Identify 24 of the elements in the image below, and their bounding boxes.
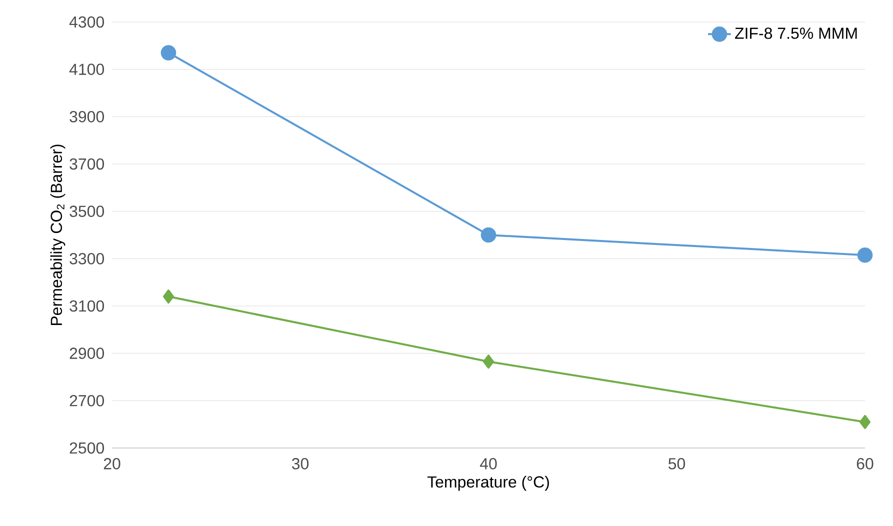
- point: [860, 414, 870, 429]
- legend-label: ZIF-8 7.5% MMM: [735, 28, 857, 39]
- x-tick-label: 20: [104, 458, 120, 470]
- y-tick-label: 2500: [70, 442, 104, 454]
- y-tick-label: 2700: [70, 395, 104, 406]
- x-tick-label: 40: [480, 458, 497, 470]
- y-tick-label: 3500: [70, 206, 104, 217]
- x-tick-label: 30: [292, 458, 309, 470]
- y-tick-label: 3700: [70, 158, 104, 170]
- point: [160, 45, 176, 60]
- y-tick-label: 3900: [70, 111, 104, 122]
- y-tick-label: 3300: [70, 253, 104, 264]
- point: [480, 227, 496, 243]
- point: [483, 354, 494, 369]
- point: [162, 290, 174, 304]
- y-tick-label: 2900: [70, 348, 104, 359]
- x-tick-label: 60: [856, 458, 874, 470]
- point: [857, 247, 873, 263]
- y-tick-label: 4300: [69, 16, 104, 28]
- x-tick-label: 50: [668, 458, 686, 470]
- x-axis-title: Temperature (°C): [427, 476, 549, 491]
- y-tick-label: 3100: [70, 300, 104, 312]
- y-axis-title: Permeability CO$_{2}$ (Barrer): [50, 144, 66, 325]
- y-tick-label: 4100: [69, 64, 104, 75]
